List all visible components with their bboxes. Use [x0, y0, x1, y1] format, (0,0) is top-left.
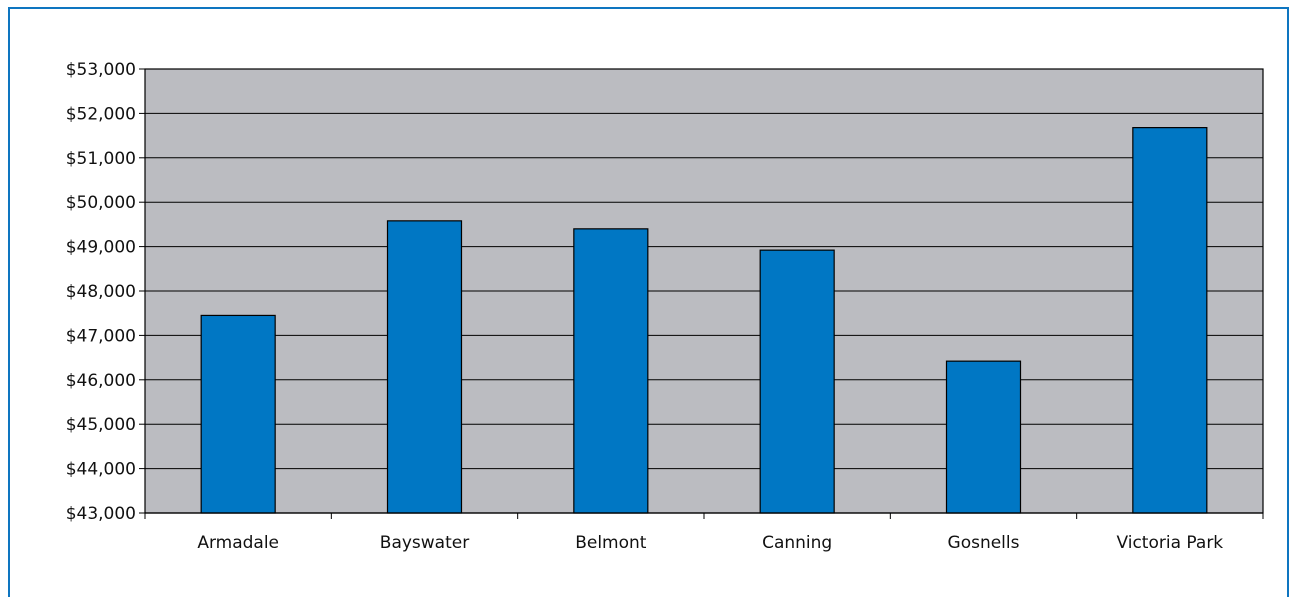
y-tick-label: $44,000	[66, 460, 136, 480]
x-tick-label: Victoria Park	[1116, 533, 1223, 553]
bar-gosnells	[945, 360, 1022, 514]
bar-victoria-park	[1132, 127, 1208, 514]
x-tick-labels: Armadale Bayswater Belmont Canning Gosnells V…	[197, 533, 1223, 553]
bar-armadale	[200, 314, 276, 514]
bars	[200, 127, 1208, 514]
bar-belmont	[573, 228, 649, 514]
y-tick-label: $53,000	[66, 60, 136, 80]
axes	[144, 512, 1264, 519]
x-tick-label: Armadale	[197, 533, 279, 553]
y-tick-label: $45,000	[66, 415, 136, 435]
bar-canning	[759, 249, 835, 514]
x-tick-label: Belmont	[575, 533, 647, 553]
y-tick-label: $47,000	[66, 326, 136, 346]
x-tick-label: Bayswater	[380, 533, 469, 553]
x-tick-label: Gosnells	[948, 533, 1020, 553]
y-tick-label: $52,000	[66, 104, 136, 124]
y-tick-label: $50,000	[66, 193, 136, 213]
chart-frame	[8, 7, 1289, 597]
x-tick-label: Canning	[762, 533, 832, 553]
y-tick-label: $46,000	[66, 371, 136, 391]
bar-bayswater	[386, 220, 463, 514]
y-tick-label: $51,000	[66, 149, 136, 169]
y-tick-label: $49,000	[66, 238, 136, 258]
y-tick-label: $48,000	[66, 282, 136, 302]
y-tick-label: $43,000	[66, 504, 136, 524]
y-tick-labels: $43,000 $44,000 $45,000 $46,000 $47,000 $48,0…	[66, 60, 136, 524]
